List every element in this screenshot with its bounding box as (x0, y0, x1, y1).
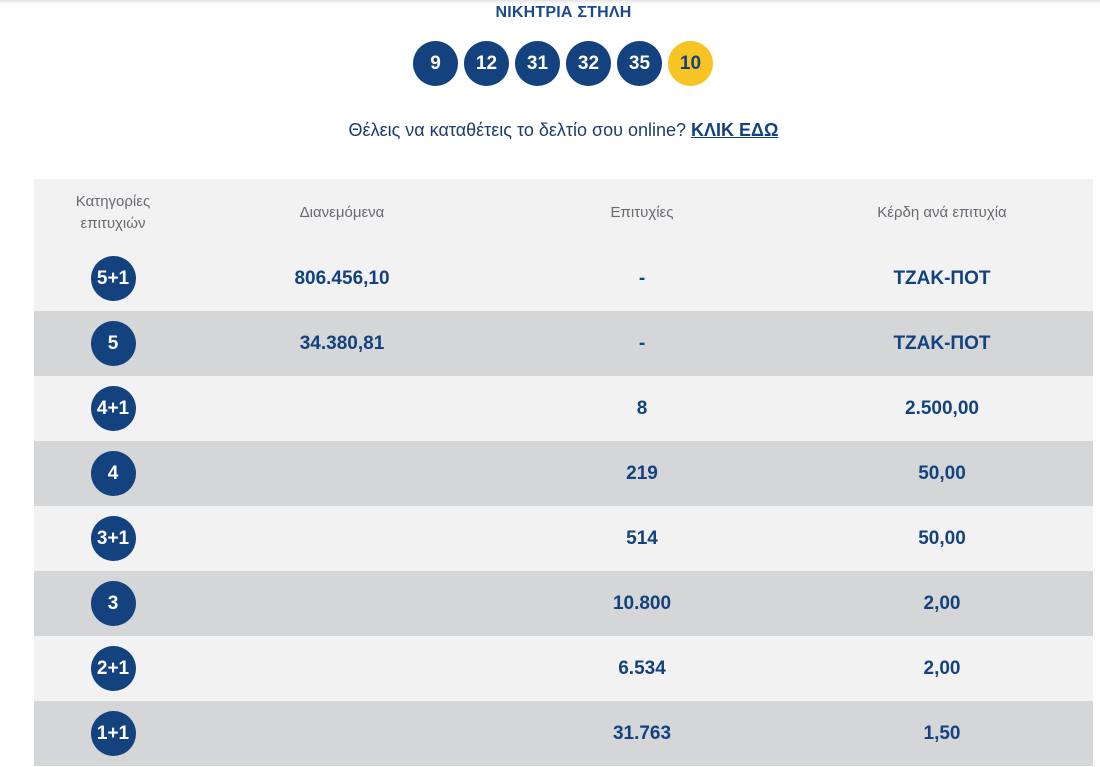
prize-cell: 1,50 (923, 722, 961, 744)
category-badge: 4+1 (90, 386, 136, 431)
joker-ball: 10 (668, 41, 713, 86)
winners-cell: 10.800 (612, 592, 672, 614)
prize-cell: 2,00 (923, 657, 961, 679)
number-ball: 9 (413, 41, 458, 86)
top-shadow (0, 0, 1100, 4)
table-row: 3+1 514 50,00 (34, 506, 1093, 571)
distributed-cell: 34.380,81 (299, 332, 385, 354)
category-badge: 2+1 (90, 646, 136, 691)
number-ball: 35 (617, 41, 662, 86)
header-category: Κατηγορίες επιτυχιών (34, 191, 192, 235)
header-category-line1: Κατηγορίες (75, 192, 151, 210)
header-distributed: Διανεμόμενα (299, 204, 385, 221)
header-winners: Επιτυχίες (610, 204, 674, 221)
prize-cell: 50,00 (918, 462, 966, 484)
click-here-link[interactable]: ΚΛΙΚ ΕΔΩ (691, 120, 779, 140)
category-badge: 3 (90, 581, 136, 626)
distributed-cell: 806.456,10 (294, 267, 390, 289)
category-badge: 3+1 (90, 516, 136, 561)
category-badge: 5 (90, 321, 136, 366)
table-row: 2+1 6.534 2,00 (34, 636, 1093, 701)
prize-cell: 50,00 (918, 527, 966, 549)
winners-cell: 31.763 (612, 722, 672, 744)
table-row: 5+1 806.456,10 - ΤΖΑΚ-ΠΟΤ (34, 246, 1093, 311)
table-row: 5 34.380,81 - ΤΖΑΚ-ΠΟΤ (34, 311, 1093, 376)
prize-cell: 2,00 (923, 592, 961, 614)
winners-cell: - (638, 267, 646, 289)
header-category-line2: επιτυχιών (80, 214, 146, 232)
table-header: Κατηγορίες επιτυχιών Διανεμόμενα Επιτυχί… (34, 179, 1093, 246)
number-ball: 12 (464, 41, 509, 86)
prize-table: Κατηγορίες επιτυχιών Διανεμόμενα Επιτυχί… (34, 179, 1093, 766)
category-badge: 4 (90, 451, 136, 496)
winners-cell: 8 (636, 397, 648, 419)
table-row: 1+1 31.763 1,50 (34, 701, 1093, 766)
table-row: 4+1 8 2.500,00 (34, 376, 1093, 441)
header-prize: Κέρδη ανά επιτυχία (877, 204, 1007, 221)
category-badge: 1+1 (90, 711, 136, 756)
number-ball: 31 (515, 41, 560, 86)
table-row: 4 219 50,00 (34, 441, 1093, 506)
winning-column-title: ΝΙΚΗΤΡΙΑ ΣΤΗΛΗ (495, 4, 632, 21)
number-ball: 32 (566, 41, 611, 86)
prize-cell: ΤΖΑΚ-ΠΟΤ (893, 332, 991, 354)
table-row: 3 10.800 2,00 (34, 571, 1093, 636)
winning-numbers: 9 12 31 32 35 10 (413, 41, 713, 86)
winners-cell: 6.534 (618, 657, 666, 679)
prize-cell: 2.500,00 (905, 397, 979, 419)
online-prompt: Θέλεις να καταθέτεις το δελτίο σου onlin… (0, 120, 1100, 141)
prize-cell: ΤΖΑΚ-ΠΟΤ (893, 267, 991, 289)
online-prompt-text: Θέλεις να καταθέτεις το δελτίο σου onlin… (348, 120, 687, 140)
category-badge: 5+1 (90, 256, 136, 301)
winners-cell: - (638, 332, 646, 354)
winners-cell: 219 (626, 462, 658, 484)
winners-cell: 514 (626, 527, 658, 549)
